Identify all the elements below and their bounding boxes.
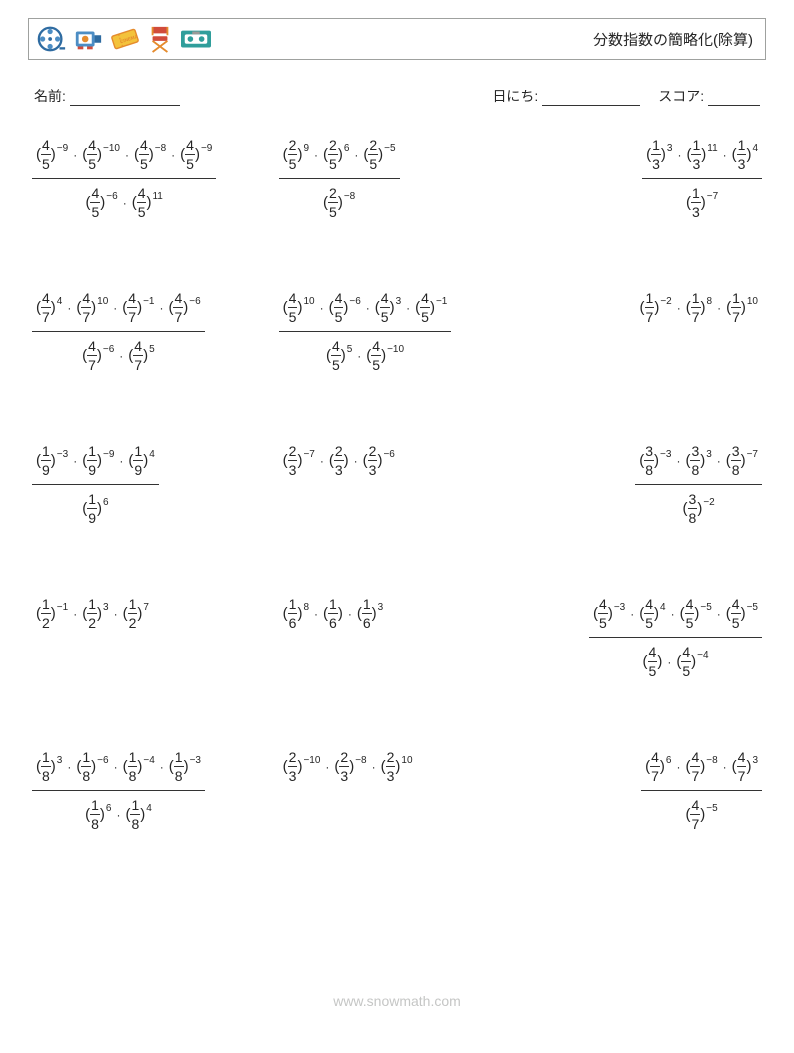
numerator-row: (47)6·(47)−8·(47)3 (641, 746, 762, 787)
problem-cell: (23)−10·(23)−8·(23)10 (279, 746, 516, 835)
problem-cell: (38)−3·(38)3·(38)−7 (38)−2 (525, 440, 762, 529)
expression: (13)3·(13)11·(13)4 (13)−7 (642, 134, 762, 223)
denominator-row: (47)−6·(47)5 (78, 335, 159, 376)
expression: (38)−3·(38)3·(38)−7 (38)−2 (635, 440, 762, 529)
problem-cell: (47)6·(47)−8·(47)3 (47)−5 (525, 746, 762, 835)
fraction-bar (589, 637, 762, 638)
expression: (16)8·(16)·(16)3 (279, 593, 388, 682)
problem-cell: (19)−3·(19)−9·(19)4 (19)6 (32, 440, 269, 529)
denominator-row: (47)−5 (681, 794, 721, 835)
problem-cell: (13)3·(13)11·(13)4 (13)−7 (525, 134, 762, 223)
numerator-row: (45)−9·(45)−10·(45)−8·(45)−9 (32, 134, 216, 175)
denominator-row: (45)−6·(45)11 (81, 182, 166, 223)
expression: (25)9·(25)6·(25)−5 (25)−8 (279, 134, 400, 223)
name-label: 名前: (34, 88, 66, 104)
numerator-row: (23)−7·(23)·(23)−6 (279, 440, 399, 481)
problem-cell: (45)10·(45)−6·(45)3·(45)−1 (45)5·(45)−10 (279, 287, 516, 376)
date-label: 日にち: (492, 88, 538, 104)
header-icons: CINEMA (37, 24, 213, 54)
numerator-row: (12)−1·(12)3·(12)7 (32, 593, 153, 634)
meta-row: 名前: 日にち: スコア: (34, 86, 760, 106)
expression: (45)−3·(45)4·(45)−5·(45)−5 (45)·(45)−4 (589, 593, 762, 682)
numerator-row: (16)8·(16)·(16)3 (279, 593, 388, 634)
worksheet-page: CINEMA 分数指数の簡略化(除算) 名前: (0, 0, 794, 1053)
numerator-row: (45)−3·(45)4·(45)−5·(45)−5 (589, 593, 762, 634)
numerator-row: (19)−3·(19)−9·(19)4 (32, 440, 159, 481)
expression: (45)−9·(45)−10·(45)−8·(45)−9 (45)−6·(45)1… (32, 134, 216, 223)
problem-cell: (47)4·(47)10·(47)−1·(47)−6 (47)−6·(47)5 (32, 287, 269, 376)
fraction-bar (635, 484, 762, 485)
expression: (47)4·(47)10·(47)−1·(47)−6 (47)−6·(47)5 (32, 287, 205, 376)
numerator-row: (38)−3·(38)3·(38)−7 (635, 440, 762, 481)
expression: (17)−2·(17)8·(17)10 (636, 287, 762, 376)
header-bar: CINEMA 分数指数の簡略化(除算) (28, 18, 766, 60)
score-label: スコア: (658, 88, 704, 104)
problem-cell: (23)−7·(23)·(23)−6 (279, 440, 516, 529)
problem-grid: (45)−9·(45)−10·(45)−8·(45)−9 (45)−6·(45)1… (28, 134, 766, 835)
numerator-row: (13)3·(13)11·(13)4 (642, 134, 762, 175)
expression: (23)−7·(23)·(23)−6 (279, 440, 399, 529)
expression: (12)−1·(12)3·(12)7 (32, 593, 153, 682)
problem-cell: (18)3·(18)−6·(18)−4·(18)−3 (18)6·(18)4 (32, 746, 269, 835)
fraction-bar (32, 331, 205, 332)
expression: (23)−10·(23)−8·(23)10 (279, 746, 417, 835)
denominator-row: (19)6 (78, 488, 112, 529)
expression: (19)−3·(19)−9·(19)4 (19)6 (32, 440, 159, 529)
numerator-row: (47)4·(47)10·(47)−1·(47)−6 (32, 287, 205, 328)
fraction-bar (641, 790, 762, 791)
ticket-icon: CINEMA (109, 24, 141, 54)
fraction-bar (279, 331, 452, 332)
camera-icon (73, 24, 103, 54)
numerator-row: (18)3·(18)−6·(18)−4·(18)−3 (32, 746, 205, 787)
fraction-bar (279, 178, 400, 179)
worksheet-title: 分数指数の簡略化(除算) (593, 29, 753, 50)
fraction-bar (32, 178, 216, 179)
problem-cell: (12)−1·(12)3·(12)7 (32, 593, 269, 682)
problem-cell: (45)−9·(45)−10·(45)−8·(45)−9 (45)−6·(45)1… (32, 134, 269, 223)
numerator-row: (17)−2·(17)8·(17)10 (636, 287, 762, 328)
denominator-row: (45)5·(45)−10 (322, 335, 408, 376)
denominator-row: (25)−8 (319, 182, 359, 223)
denominator-row: (45)·(45)−4 (639, 641, 713, 682)
numerator-row: (25)9·(25)6·(25)−5 (279, 134, 400, 175)
numerator-row: (45)10·(45)−6·(45)3·(45)−1 (279, 287, 452, 328)
problem-cell: (17)−2·(17)8·(17)10 (525, 287, 762, 376)
denominator-row: (18)6·(18)4 (81, 794, 156, 835)
fraction-bar (32, 484, 159, 485)
expression: (45)10·(45)−6·(45)3·(45)−1 (45)5·(45)−10 (279, 287, 452, 376)
denominator-row: (38)−2 (679, 488, 719, 529)
director-chair-icon (147, 24, 173, 54)
name-blank[interactable] (70, 91, 180, 106)
expression: (47)6·(47)−8·(47)3 (47)−5 (641, 746, 762, 835)
fraction-bar (32, 790, 205, 791)
numerator-row: (23)−10·(23)−8·(23)10 (279, 746, 417, 787)
problem-cell: (45)−3·(45)4·(45)−5·(45)−5 (45)·(45)−4 (525, 593, 762, 682)
problem-cell: (25)9·(25)6·(25)−5 (25)−8 (279, 134, 516, 223)
fraction-bar (642, 178, 762, 179)
film-reel-icon (37, 24, 67, 54)
denominator-row: (13)−7 (682, 182, 722, 223)
score-blank[interactable] (708, 91, 760, 106)
problem-cell: (16)8·(16)·(16)3 (279, 593, 516, 682)
expression: (18)3·(18)−6·(18)−4·(18)−3 (18)6·(18)4 (32, 746, 205, 835)
footer-url: www.snowmath.com (0, 993, 794, 1009)
date-blank[interactable] (542, 91, 640, 106)
vhs-icon (179, 24, 213, 54)
